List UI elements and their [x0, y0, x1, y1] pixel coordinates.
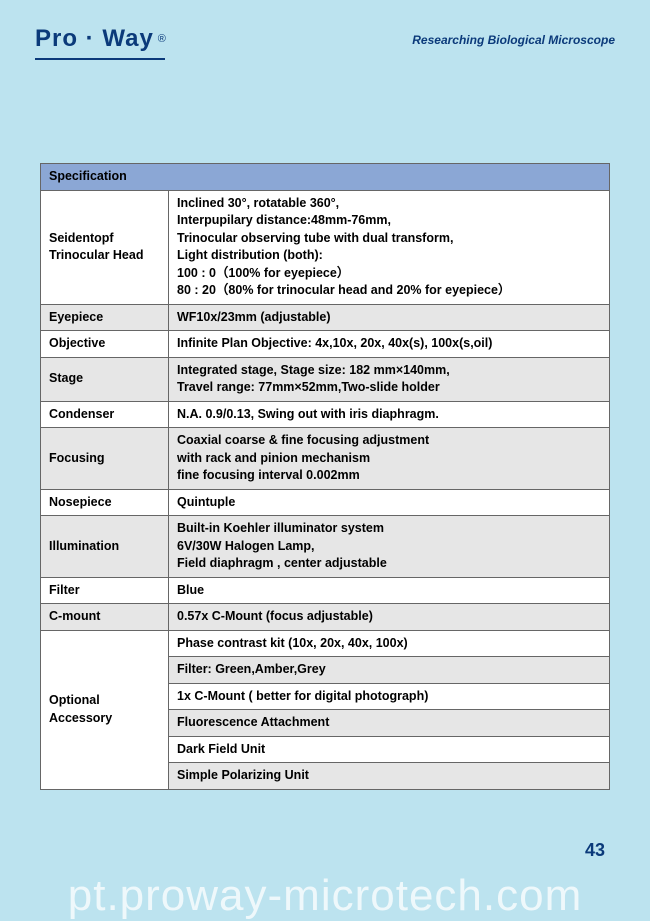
- row-value-eyepiece: WF10x/23mm (adjustable): [169, 304, 610, 331]
- specification-table: Specification Seidentopf Trinocular Head…: [40, 163, 610, 790]
- row-label-head: Seidentopf Trinocular Head: [41, 190, 169, 304]
- row-value-cmount: 0.57x C-Mount (focus adjustable): [169, 604, 610, 631]
- brand-name: Pro · Way: [35, 25, 154, 53]
- row-value-head: Inclined 30°, rotatable 360°, Interpupil…: [169, 190, 610, 304]
- watermark: pt.proway-microtech.com: [68, 871, 582, 921]
- row-label-condenser: Condenser: [41, 401, 169, 428]
- row-value-illumination: Built-in Koehler illuminator system 6V/3…: [169, 516, 610, 578]
- row-value-opt6: Simple Polarizing Unit: [169, 763, 610, 790]
- row-value-opt5: Dark Field Unit: [169, 736, 610, 763]
- row-value-objective: Infinite Plan Objective: 4x,10x, 20x, 40…: [169, 331, 610, 358]
- brand-logo: Pro · Way ®: [35, 25, 166, 53]
- spec-title: Specification: [41, 164, 610, 191]
- row-label-nosepiece: Nosepiece: [41, 489, 169, 516]
- page-header: Pro · Way ® Researching Biological Micro…: [0, 0, 650, 53]
- logo-underline: [35, 58, 165, 60]
- row-value-stage: Integrated stage, Stage size: 182 mm×140…: [169, 357, 610, 401]
- row-label-eyepiece: Eyepiece: [41, 304, 169, 331]
- row-value-condenser: N.A. 0.9/0.13, Swing out with iris diaph…: [169, 401, 610, 428]
- row-label-cmount: C-mount: [41, 604, 169, 631]
- row-label-optional: Optional Accessory: [41, 630, 169, 789]
- row-label-objective: Objective: [41, 331, 169, 358]
- row-value-opt1: Phase contrast kit (10x, 20x, 40x, 100x): [169, 630, 610, 657]
- row-value-opt2: Filter: Green,Amber,Grey: [169, 657, 610, 684]
- row-value-nosepiece: Quintuple: [169, 489, 610, 516]
- row-value-opt3: 1x C-Mount ( better for digital photogra…: [169, 683, 610, 710]
- row-label-focusing: Focusing: [41, 428, 169, 490]
- row-label-filter: Filter: [41, 577, 169, 604]
- page-number: 43: [585, 840, 605, 861]
- row-label-stage: Stage: [41, 357, 169, 401]
- row-value-focusing: Coaxial coarse & fine focusing adjustmen…: [169, 428, 610, 490]
- page-subtitle: Researching Biological Microscope: [412, 33, 615, 47]
- row-label-illumination: Illumination: [41, 516, 169, 578]
- registered-mark: ®: [158, 33, 166, 45]
- row-value-opt4: Fluorescence Attachment: [169, 710, 610, 737]
- row-value-filter: Blue: [169, 577, 610, 604]
